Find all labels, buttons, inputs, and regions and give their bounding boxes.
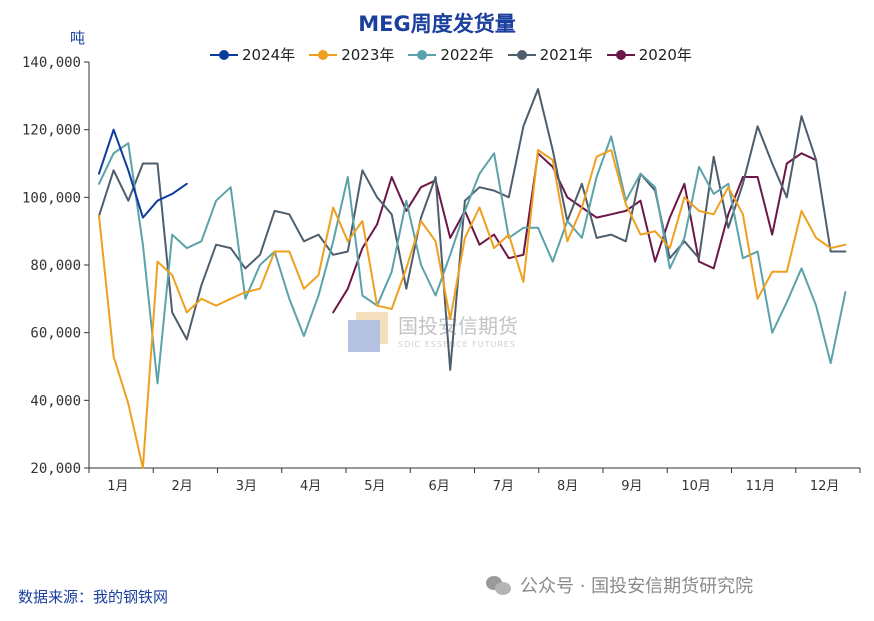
y-tick-label: 140,000 — [22, 55, 81, 71]
series-line-2023 — [98, 149, 847, 469]
legend-swatch — [210, 49, 238, 61]
legend-swatch — [408, 49, 437, 61]
legend-swatch — [309, 49, 338, 61]
chart-axes: 20,000 40,000 60,000 80,000 100,000 120,000 14… — [22, 55, 861, 494]
series-line-2022 — [98, 135, 847, 385]
x-tick-label: 9月 — [621, 479, 642, 494]
x-tick-label: 5月 — [364, 479, 385, 494]
x-tick-label: 2月 — [172, 479, 193, 494]
legend-item-2023: 2023年 — [309, 44, 394, 65]
x-tick-label: 8月 — [557, 479, 578, 494]
x-tick-label: 10月 — [681, 479, 711, 494]
wechat-account: 公众号 · 国投安信期货研究院 — [486, 572, 753, 598]
chart-series — [98, 88, 847, 469]
legend-label: 2024年 — [242, 46, 296, 64]
legend-item-2024: 2024年 — [210, 44, 295, 65]
legend-label: 2022年 — [440, 46, 494, 64]
x-tick-label: 6月 — [429, 479, 450, 494]
y-tick-label: 100,000 — [22, 190, 81, 206]
legend-swatch — [507, 49, 536, 61]
y-tick-label: 20,000 — [30, 461, 81, 477]
legend-item-2021: 2021年 — [507, 44, 593, 65]
x-tick-label: 12月 — [810, 479, 840, 494]
watermark: 国投安信期货 SDIC ESSENCE FUTURES — [348, 312, 518, 352]
watermark-logo-icon — [348, 312, 388, 352]
legend-label: 2023年 — [341, 46, 395, 64]
x-tick-label: 4月 — [300, 479, 321, 494]
x-tick-label: 1月 — [107, 479, 128, 494]
x-tick-label: 11月 — [746, 479, 776, 494]
legend-swatch — [606, 49, 635, 61]
y-tick-label: 60,000 — [30, 326, 81, 342]
legend-label: 2021年 — [539, 46, 593, 64]
x-tick-label: 3月 — [236, 479, 257, 494]
legend-label: 2020年 — [638, 46, 692, 64]
y-tick-label: 80,000 — [30, 258, 81, 274]
chart-title: MEG周度发货量 — [358, 12, 516, 36]
data-source: 数据来源：我的钢铁网 — [18, 588, 169, 606]
x-tick-label: 7月 — [493, 479, 514, 494]
chart-legend: 2024年 2023年 2022年 2021年 2020年 — [210, 44, 692, 65]
series-line-2024 — [98, 128, 188, 219]
y-tick-label: 120,000 — [22, 123, 81, 139]
watermark-subtext: SDIC ESSENCE FUTURES — [398, 339, 517, 349]
legend-item-2020: 2020年 — [606, 44, 692, 65]
legend-item-2022: 2022年 — [408, 44, 494, 65]
y-tick-label: 40,000 — [30, 393, 81, 409]
watermark-text: 国投安信期货 — [398, 313, 518, 338]
wechat-account-label: 公众号 · 国投安信期货研究院 — [520, 576, 754, 597]
y-axis-unit: 吨 — [70, 29, 86, 47]
wechat-icon — [486, 574, 512, 596]
